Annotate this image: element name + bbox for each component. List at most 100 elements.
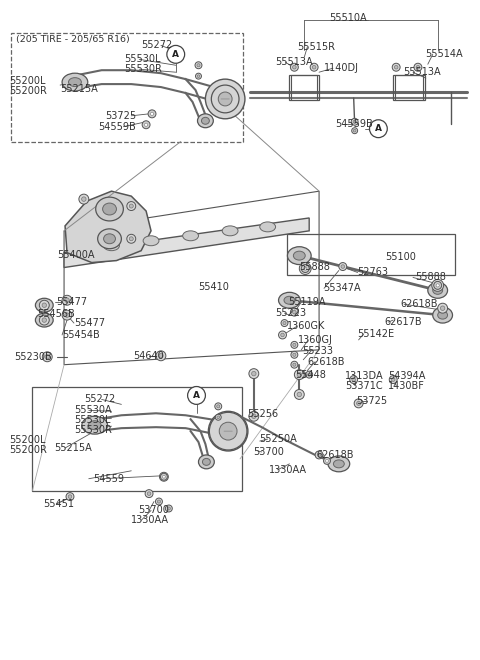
Text: 53700: 53700 xyxy=(138,506,169,515)
Text: 55530R: 55530R xyxy=(124,64,162,74)
Circle shape xyxy=(145,490,153,498)
Circle shape xyxy=(160,473,168,480)
Text: 55200L: 55200L xyxy=(9,76,45,86)
Ellipse shape xyxy=(199,455,214,469)
Circle shape xyxy=(65,298,69,302)
Text: 53725: 53725 xyxy=(106,111,137,121)
Circle shape xyxy=(127,234,136,244)
Text: 55888: 55888 xyxy=(415,273,446,282)
Circle shape xyxy=(435,282,440,288)
Ellipse shape xyxy=(209,412,247,450)
Circle shape xyxy=(195,73,202,79)
Ellipse shape xyxy=(211,85,239,113)
Text: 54559: 54559 xyxy=(93,474,124,484)
Circle shape xyxy=(301,265,309,273)
Text: 55510A: 55510A xyxy=(329,13,367,22)
Circle shape xyxy=(216,414,221,420)
Circle shape xyxy=(391,378,395,381)
Circle shape xyxy=(414,63,422,71)
Circle shape xyxy=(150,112,154,115)
Text: 54640: 54640 xyxy=(133,350,164,361)
Ellipse shape xyxy=(82,416,108,434)
Circle shape xyxy=(302,266,308,271)
Text: 55230B: 55230B xyxy=(14,352,52,362)
Circle shape xyxy=(163,475,165,478)
Text: 55515R: 55515R xyxy=(297,42,336,52)
Text: 55477: 55477 xyxy=(56,297,87,308)
Text: 55888: 55888 xyxy=(300,261,330,271)
Circle shape xyxy=(370,119,387,138)
Text: 55454B: 55454B xyxy=(62,330,100,340)
Circle shape xyxy=(441,306,445,310)
Ellipse shape xyxy=(433,307,453,323)
Ellipse shape xyxy=(260,222,276,232)
Circle shape xyxy=(293,310,296,314)
Text: 55200R: 55200R xyxy=(9,86,47,96)
Circle shape xyxy=(293,353,296,356)
Text: 55410: 55410 xyxy=(199,282,229,292)
Text: 52763: 52763 xyxy=(358,267,389,277)
Circle shape xyxy=(291,351,298,358)
Circle shape xyxy=(294,370,304,379)
Circle shape xyxy=(147,492,151,496)
Circle shape xyxy=(389,376,397,383)
Circle shape xyxy=(351,118,358,125)
Text: 1360GJ: 1360GJ xyxy=(298,335,333,345)
Text: 55347A: 55347A xyxy=(323,283,360,293)
Circle shape xyxy=(42,352,52,362)
Circle shape xyxy=(157,500,160,503)
Circle shape xyxy=(310,63,318,71)
Circle shape xyxy=(293,363,296,366)
Circle shape xyxy=(45,354,49,359)
Ellipse shape xyxy=(293,251,305,260)
Ellipse shape xyxy=(438,311,447,319)
Text: A: A xyxy=(375,124,382,133)
Circle shape xyxy=(291,341,298,348)
Text: 55400A: 55400A xyxy=(57,249,95,259)
Bar xyxy=(393,75,425,100)
Circle shape xyxy=(324,457,330,465)
Circle shape xyxy=(395,65,398,69)
Text: 55530L: 55530L xyxy=(74,415,110,425)
Circle shape xyxy=(148,110,156,117)
Circle shape xyxy=(306,371,312,378)
Text: 53725: 53725 xyxy=(357,397,388,407)
Circle shape xyxy=(217,416,219,418)
Ellipse shape xyxy=(197,114,213,128)
Ellipse shape xyxy=(219,422,237,440)
Circle shape xyxy=(291,361,298,368)
Ellipse shape xyxy=(284,296,295,304)
Circle shape xyxy=(304,267,307,270)
Circle shape xyxy=(144,123,148,126)
Ellipse shape xyxy=(104,234,116,244)
Text: 1330AA: 1330AA xyxy=(269,465,307,475)
Text: 62618B: 62618B xyxy=(400,299,438,310)
Circle shape xyxy=(252,372,256,376)
Circle shape xyxy=(339,263,347,271)
Circle shape xyxy=(129,204,133,208)
Circle shape xyxy=(352,128,358,134)
Circle shape xyxy=(79,194,89,204)
Circle shape xyxy=(352,378,356,381)
Circle shape xyxy=(42,318,47,322)
Circle shape xyxy=(39,300,49,310)
Circle shape xyxy=(66,492,74,500)
Ellipse shape xyxy=(278,292,300,308)
Text: 55223: 55223 xyxy=(276,308,307,318)
Text: 62618B: 62618B xyxy=(316,450,354,460)
Text: 55142E: 55142E xyxy=(358,329,395,339)
Ellipse shape xyxy=(143,236,159,246)
Circle shape xyxy=(159,473,168,481)
Ellipse shape xyxy=(288,247,311,265)
Text: 53700: 53700 xyxy=(253,447,284,457)
Circle shape xyxy=(283,321,286,325)
Circle shape xyxy=(215,403,222,410)
Circle shape xyxy=(68,495,72,498)
Ellipse shape xyxy=(203,459,210,465)
Ellipse shape xyxy=(40,302,49,309)
Circle shape xyxy=(208,411,248,451)
Circle shape xyxy=(197,63,200,67)
Text: 55530A: 55530A xyxy=(74,405,111,415)
Circle shape xyxy=(62,295,72,305)
Circle shape xyxy=(350,376,358,383)
